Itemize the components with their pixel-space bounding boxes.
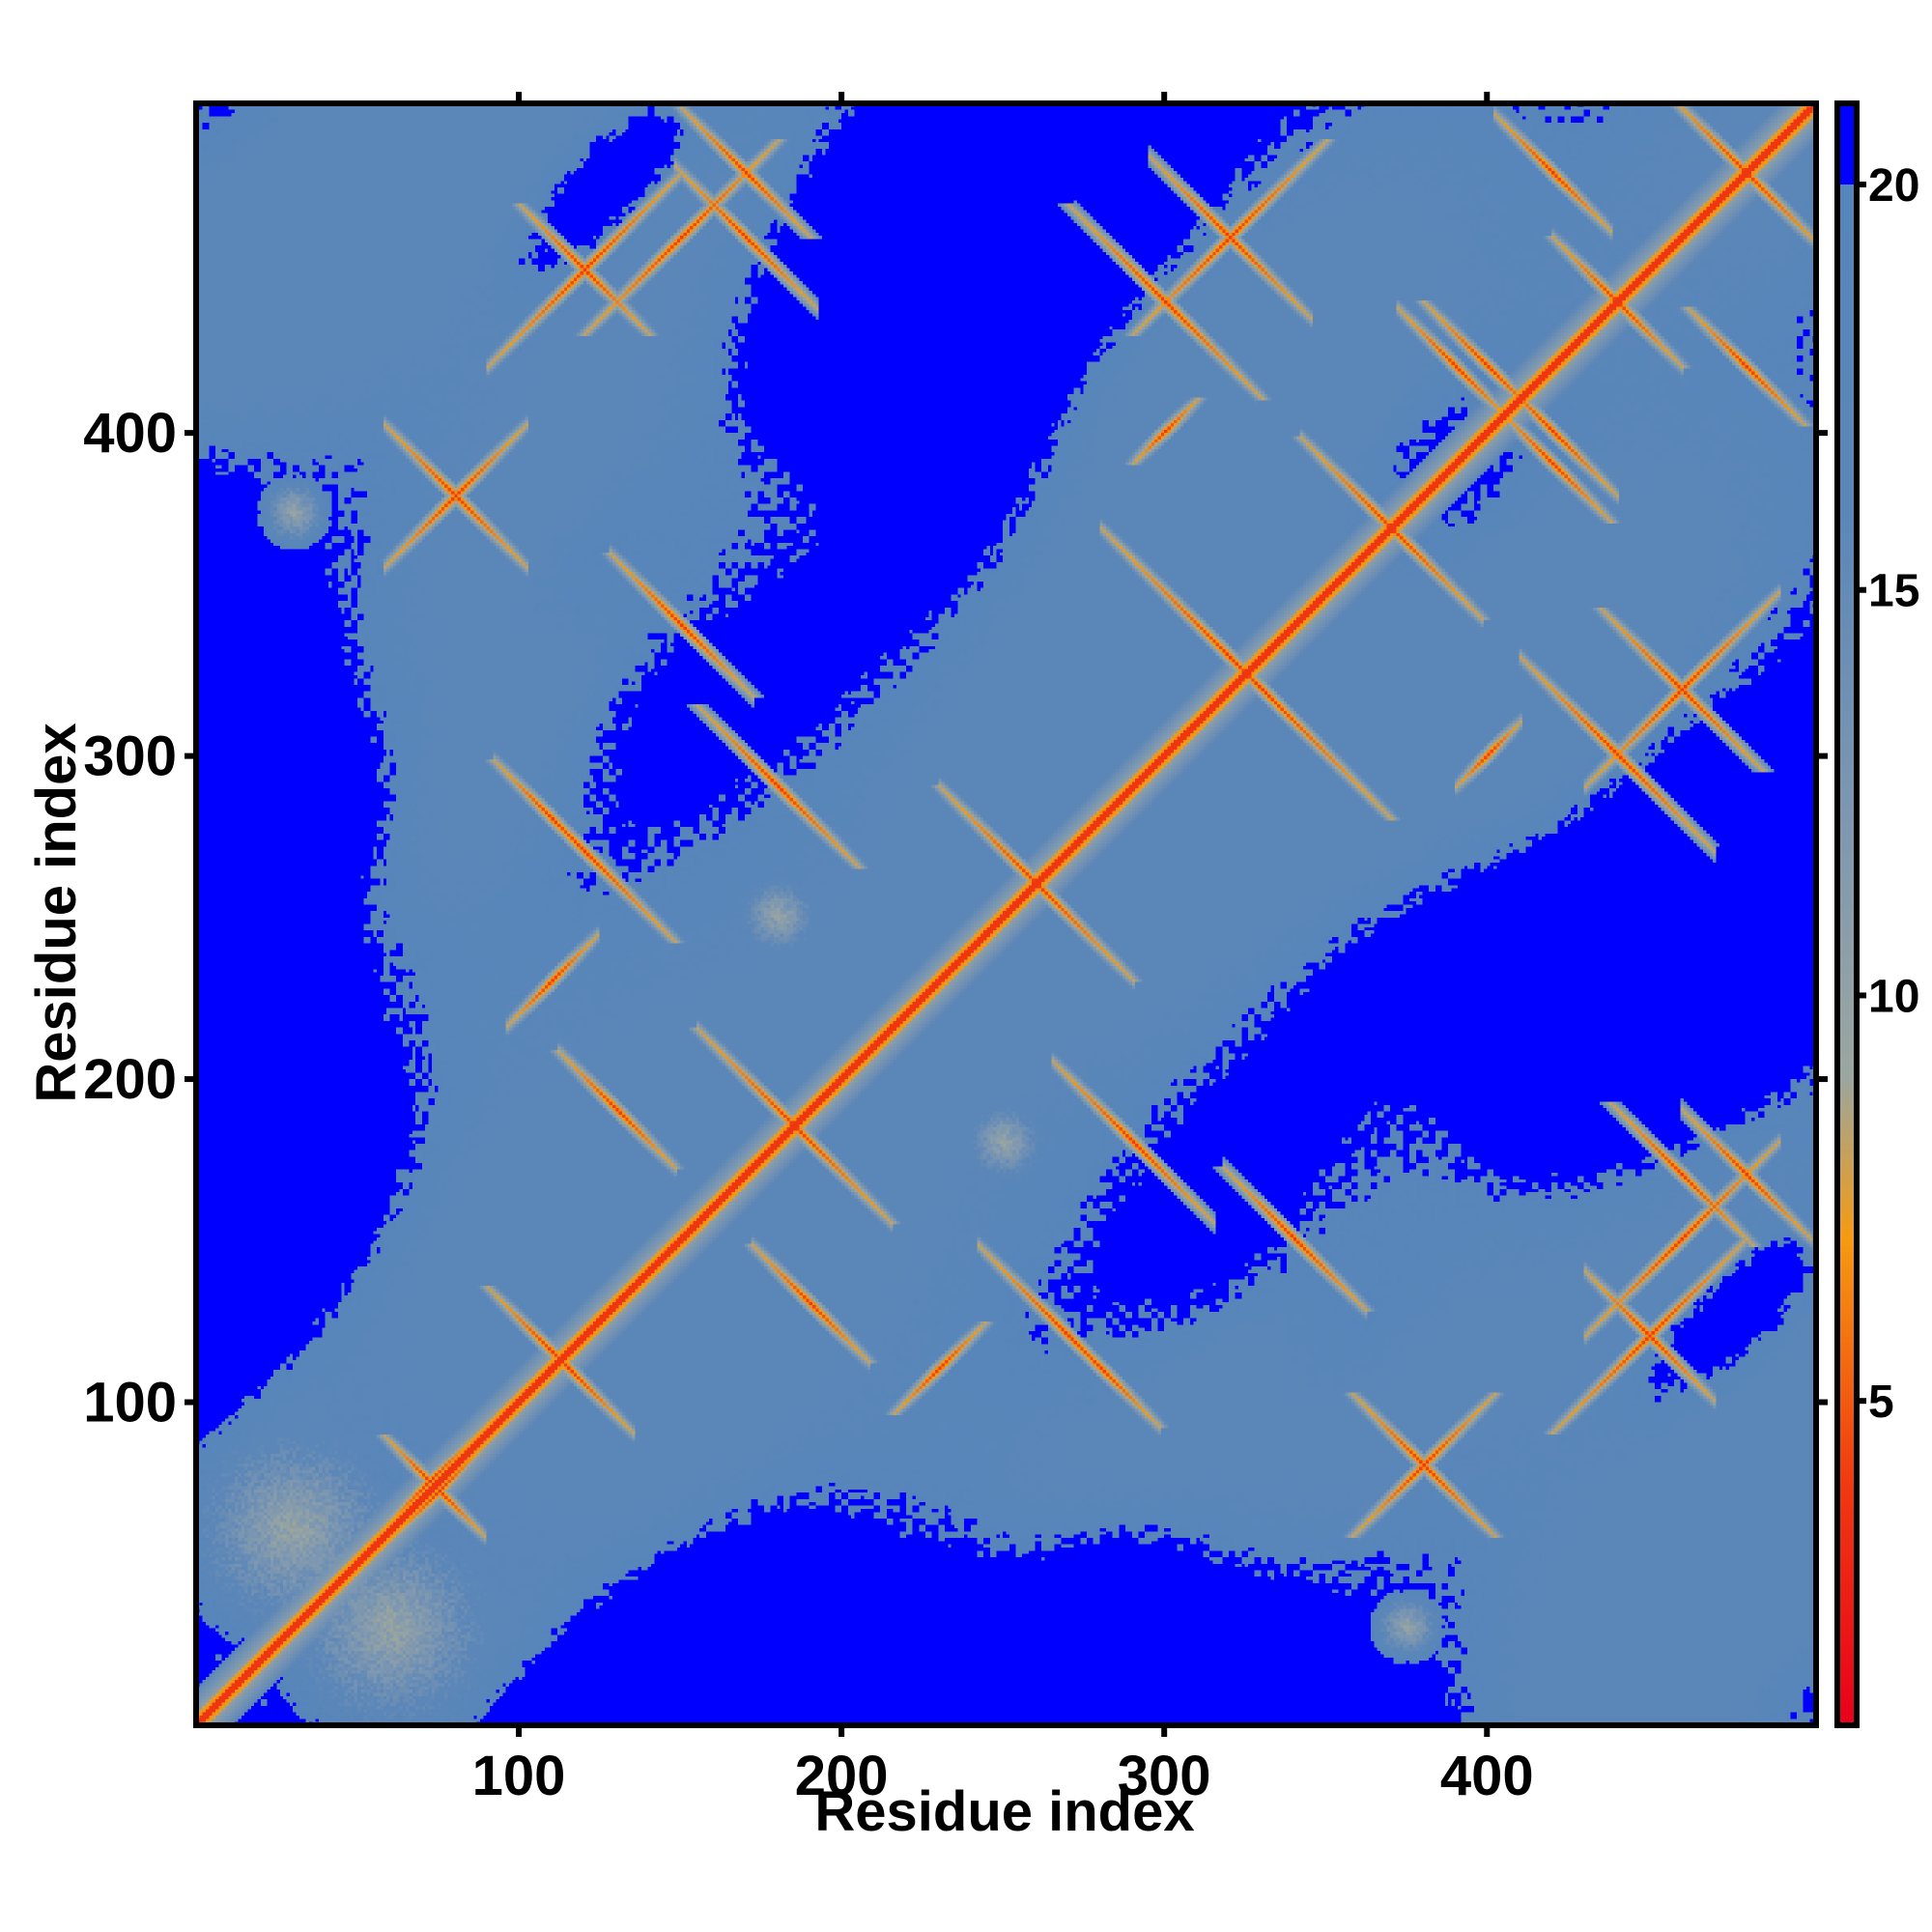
colorbar-gradient [1834, 100, 1860, 1728]
y-tick-label: 100 [83, 1372, 177, 1435]
y-tick-label: 200 [83, 1048, 177, 1111]
distance-heatmap [196, 103, 1816, 1725]
x-tick-label: 400 [1440, 1745, 1534, 1807]
colorbar-tick-label: 5 [1868, 1377, 1894, 1428]
plot-border [193, 100, 1819, 1728]
x-axis-title: Residue index [814, 1780, 1194, 1843]
colorbar-tick-label: 20 [1868, 160, 1919, 212]
x-axis: 100 200 300 400 [472, 92, 1534, 1807]
colorbar-tick-label: 10 [1868, 971, 1919, 1022]
colorbar: 5 10 15 20 [1834, 100, 1919, 1728]
heatmap-plot-area [196, 103, 1816, 1725]
x-tick-label: 200 [795, 1745, 889, 1807]
x-tick-label: 300 [1118, 1745, 1211, 1807]
y-tick-label: 400 [83, 402, 177, 465]
plot-frame [193, 100, 1819, 1728]
colorbar-tick-label: 15 [1868, 566, 1919, 617]
y-tick-label: 300 [83, 725, 177, 788]
x-tick-label: 100 [472, 1745, 566, 1807]
y-axis: 100 200 300 400 [83, 402, 1828, 1435]
y-axis-title: Residue index [25, 723, 88, 1102]
